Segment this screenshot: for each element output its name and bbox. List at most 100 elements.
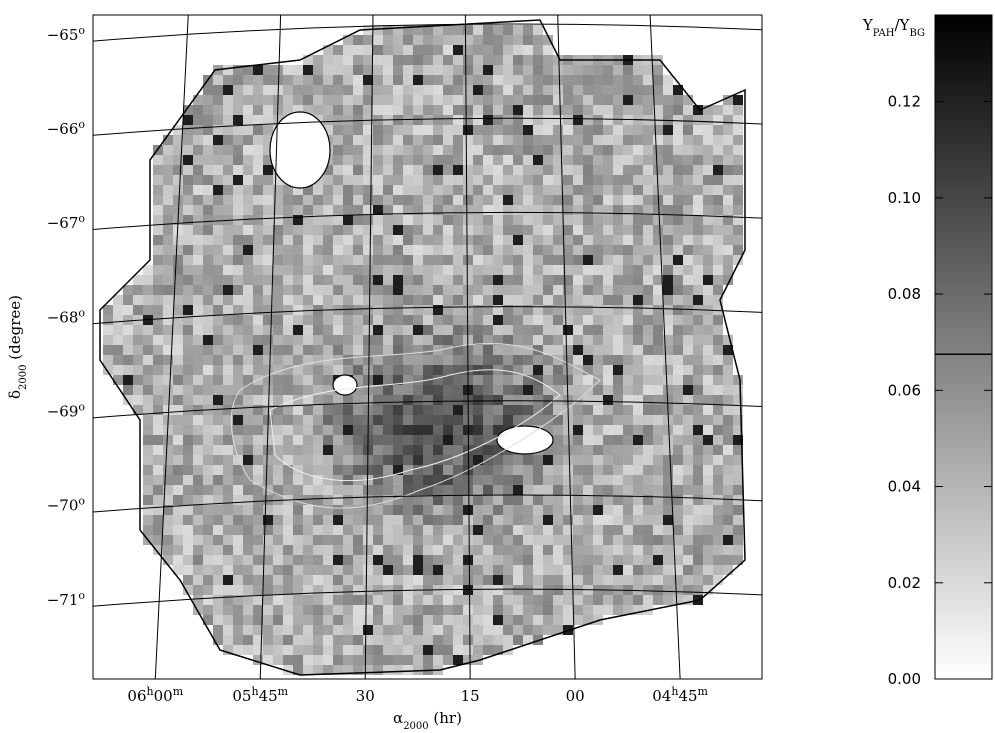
map-pixel <box>443 455 453 465</box>
map-pixel <box>173 565 183 575</box>
map-pixel <box>443 55 453 65</box>
map-pixel <box>143 495 153 505</box>
map-pixel <box>353 595 363 605</box>
map-pixel <box>583 315 593 325</box>
map-pixel <box>643 155 653 165</box>
map-pixel <box>733 445 743 455</box>
map-pixel <box>433 595 443 605</box>
map-pixel <box>553 625 563 635</box>
map-pixel <box>433 655 443 665</box>
map-pixel <box>613 215 623 225</box>
map-pixel <box>703 275 713 285</box>
map-pixel <box>283 325 293 335</box>
map-pixel <box>613 235 623 245</box>
map-pixel <box>603 525 613 535</box>
map-pixel <box>413 395 423 405</box>
map-pixel <box>543 425 553 435</box>
map-pixel <box>123 345 133 355</box>
map-pixel <box>313 625 323 635</box>
map-pixel <box>563 255 573 265</box>
map-pixel <box>723 365 733 375</box>
map-pixel <box>663 275 673 285</box>
map-pixel <box>433 75 443 85</box>
grid-line <box>93 400 762 419</box>
map-pixel <box>383 625 393 635</box>
map-pixel <box>533 535 543 545</box>
map-pixel <box>243 245 253 255</box>
map-pixel <box>653 205 663 215</box>
map-pixel <box>703 395 713 405</box>
map-pixel <box>713 445 723 455</box>
map-pixel <box>543 565 553 575</box>
map-pixel <box>233 95 243 105</box>
map-pixel <box>493 495 503 505</box>
map-pixel <box>583 115 593 125</box>
map-pixel <box>293 505 303 515</box>
map-pixel <box>453 385 463 395</box>
map-pixel <box>623 65 633 75</box>
map-pixel <box>373 365 383 375</box>
map-pixel <box>353 415 363 425</box>
map-pixel <box>253 535 263 545</box>
map-pixel <box>413 565 423 575</box>
map-pixel <box>163 375 173 385</box>
map-pixel <box>443 255 453 265</box>
map-pixel <box>533 165 543 175</box>
map-pixel <box>303 325 313 335</box>
map-pixel <box>663 205 673 215</box>
map-pixel <box>523 355 533 365</box>
map-pixel <box>563 425 573 435</box>
map-pixel <box>233 85 243 95</box>
map-pixel <box>533 335 543 345</box>
map-pixel <box>323 595 333 605</box>
map-pixel <box>133 375 143 385</box>
map-pixel <box>383 575 393 585</box>
map-pixel <box>603 215 613 225</box>
map-pixel <box>703 155 713 165</box>
map-pixel <box>493 485 503 495</box>
map-pixel <box>223 295 233 305</box>
map-pixel <box>203 585 213 595</box>
map-pixel <box>263 155 273 165</box>
map-pixel <box>313 495 323 505</box>
map-pixel <box>603 115 613 125</box>
map-pixel <box>533 155 543 165</box>
map-pixel <box>293 455 303 465</box>
map-pixel <box>673 555 683 565</box>
map-pixel <box>703 245 713 255</box>
map-pixel <box>573 355 583 365</box>
map-pixel <box>183 515 193 525</box>
map-pixel <box>203 455 213 465</box>
grid-line <box>364 15 374 679</box>
map-pixel <box>443 525 453 535</box>
map-pixel <box>543 375 553 385</box>
map-pixel <box>473 25 483 35</box>
map-pixel <box>453 245 463 255</box>
map-pixel <box>263 635 273 645</box>
map-pixel <box>383 565 393 575</box>
map-pixel <box>223 105 233 115</box>
map-pixel <box>423 445 433 455</box>
map-pixel <box>553 235 563 245</box>
map-pixel <box>153 295 163 305</box>
map-pixel <box>293 585 303 595</box>
map-pixel <box>433 245 443 255</box>
map-pixel <box>273 195 283 205</box>
map-pixel <box>343 425 353 435</box>
map-pixel <box>723 355 733 365</box>
map-pixel <box>533 325 543 335</box>
map-pixel <box>303 235 313 245</box>
map-pixel <box>173 185 183 195</box>
map-pixel <box>213 115 223 125</box>
map-pixel <box>703 425 713 435</box>
map-pixel <box>713 115 723 125</box>
map-pixel <box>353 275 363 285</box>
map-pixel <box>343 665 353 675</box>
map-pixel <box>323 445 333 455</box>
map-pixel <box>163 155 173 165</box>
map-pixel <box>643 245 653 255</box>
y-axis-label-part: δ <box>6 390 24 399</box>
map-pixel <box>693 485 703 495</box>
map-pixel <box>303 485 313 495</box>
map-pixel <box>613 455 623 465</box>
